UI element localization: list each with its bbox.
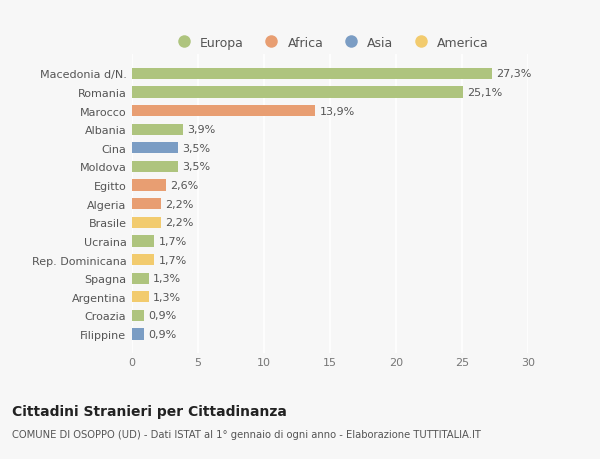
Bar [132, 180, 166, 191]
Bar [132, 124, 184, 135]
Text: 1,7%: 1,7% [158, 236, 187, 246]
Text: 0,9%: 0,9% [148, 311, 176, 321]
Bar [132, 199, 161, 210]
Bar [132, 69, 493, 80]
Text: 3,9%: 3,9% [187, 125, 215, 135]
Bar [132, 162, 178, 173]
Text: 2,2%: 2,2% [165, 218, 193, 228]
Text: 3,5%: 3,5% [182, 144, 210, 153]
Bar [132, 143, 178, 154]
Text: 1,3%: 1,3% [153, 274, 181, 284]
Text: 2,6%: 2,6% [170, 181, 199, 190]
Bar [132, 310, 144, 321]
Text: 25,1%: 25,1% [467, 88, 503, 98]
Text: 3,5%: 3,5% [182, 162, 210, 172]
Bar [132, 87, 463, 98]
Text: 0,9%: 0,9% [148, 329, 176, 339]
Text: Cittadini Stranieri per Cittadinanza: Cittadini Stranieri per Cittadinanza [12, 404, 287, 418]
Text: 1,3%: 1,3% [153, 292, 181, 302]
Bar [132, 106, 316, 117]
Bar [132, 254, 154, 266]
Bar [132, 217, 161, 229]
Legend: Europa, Africa, Asia, America: Europa, Africa, Asia, America [166, 32, 494, 55]
Bar [132, 236, 154, 247]
Bar [132, 329, 144, 340]
Text: 2,2%: 2,2% [165, 199, 193, 209]
Text: 27,3%: 27,3% [496, 69, 532, 79]
Text: COMUNE DI OSOPPO (UD) - Dati ISTAT al 1° gennaio di ogni anno - Elaborazione TUT: COMUNE DI OSOPPO (UD) - Dati ISTAT al 1°… [12, 429, 481, 439]
Bar [132, 273, 149, 284]
Bar [132, 291, 149, 303]
Text: 1,7%: 1,7% [158, 255, 187, 265]
Text: 13,9%: 13,9% [319, 106, 355, 117]
